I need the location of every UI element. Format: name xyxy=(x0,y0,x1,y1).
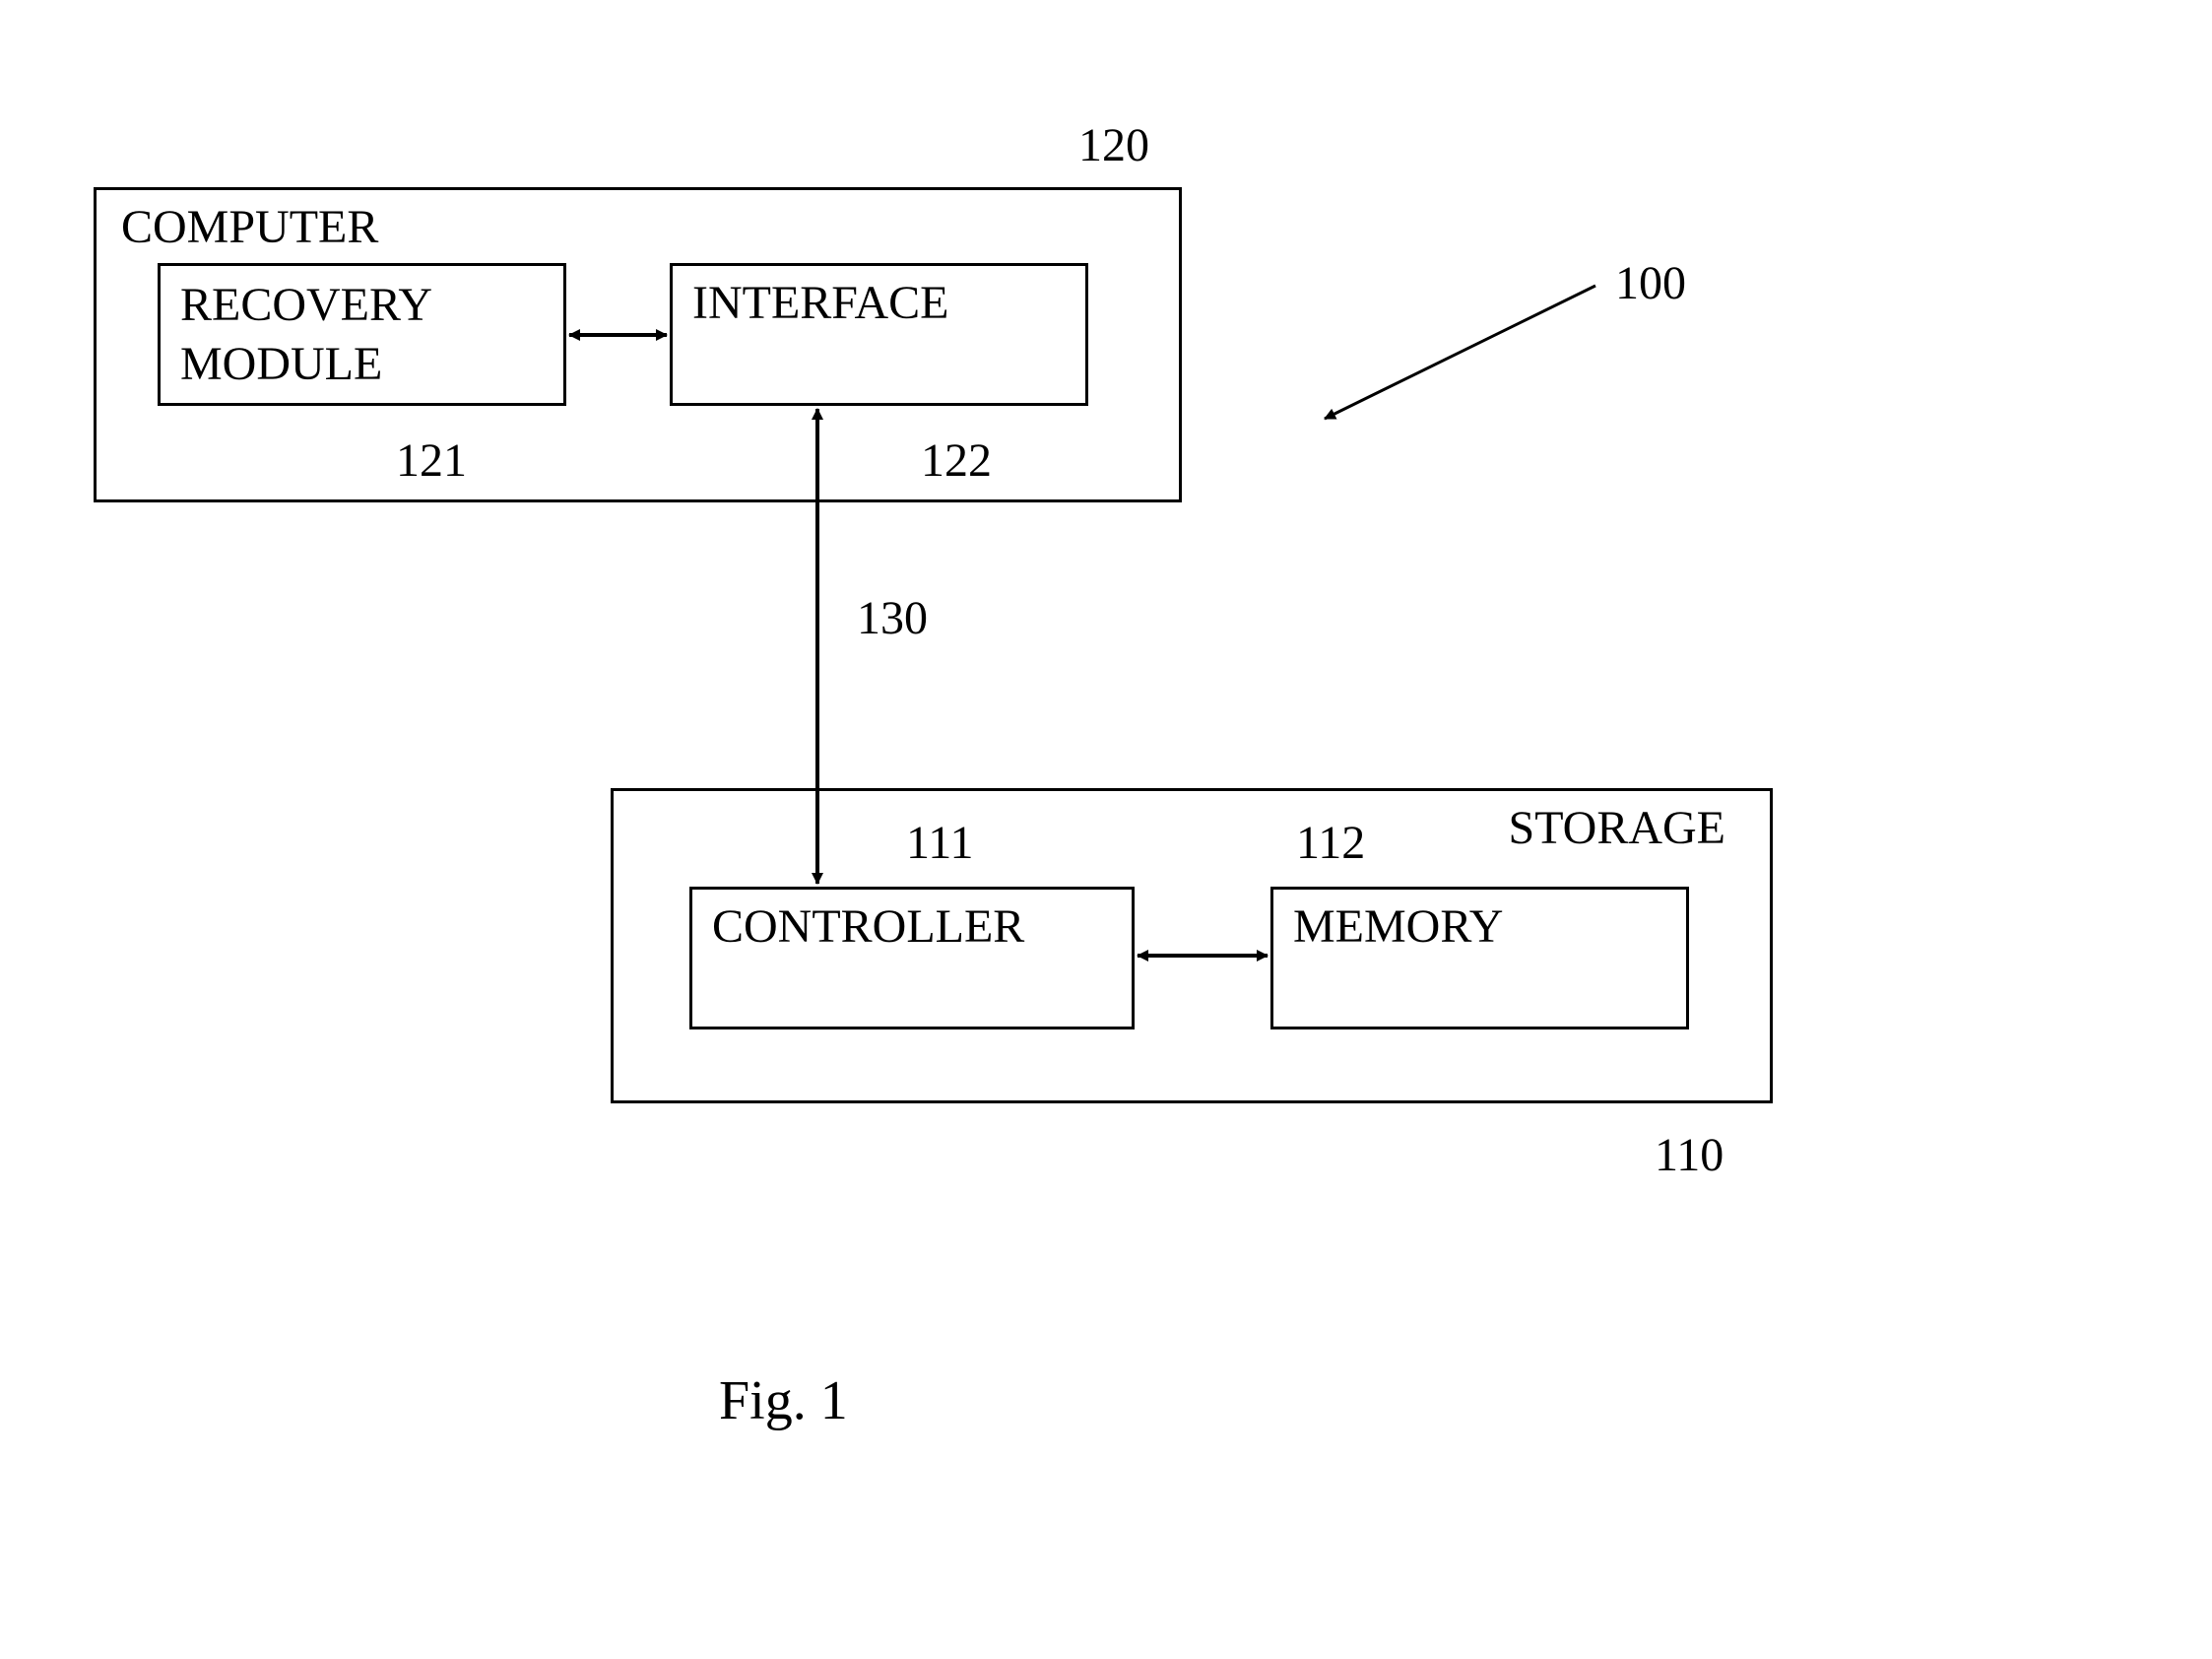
connector-system-pointer xyxy=(1325,286,1595,419)
diagram-connectors xyxy=(0,0,2212,1659)
